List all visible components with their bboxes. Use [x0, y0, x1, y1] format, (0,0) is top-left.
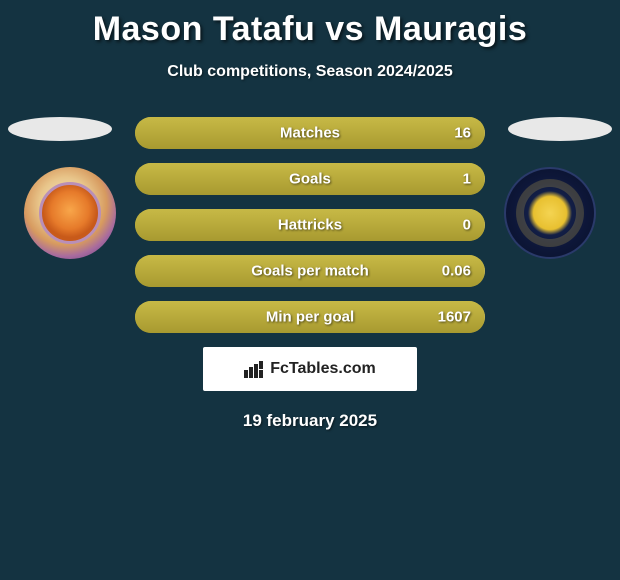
player-left-oval — [8, 117, 112, 141]
brand-text: FcTables.com — [270, 360, 376, 378]
club-badge-right — [504, 167, 596, 259]
stat-row-goals-per-match: Goals per match 0.06 — [135, 255, 485, 287]
stat-value: 1607 — [438, 309, 471, 326]
stat-row-hattricks: Hattricks 0 — [135, 209, 485, 241]
stats-list: Matches 16 Goals 1 Hattricks 0 Goals per… — [135, 117, 485, 333]
stat-label: Min per goal — [135, 309, 485, 326]
stat-label: Goals — [135, 171, 485, 188]
stat-label: Matches — [135, 125, 485, 142]
brand-box: FcTables.com — [203, 347, 417, 391]
stat-value: 0.06 — [442, 263, 471, 280]
stat-label: Goals per match — [135, 263, 485, 280]
stat-row-matches: Matches 16 — [135, 117, 485, 149]
date-text: 19 february 2025 — [0, 411, 620, 431]
stat-value: 0 — [463, 217, 471, 234]
stat-row-goals: Goals 1 — [135, 163, 485, 195]
stat-label: Hattricks — [135, 217, 485, 234]
page-title: Mason Tatafu vs Mauragis — [0, 0, 620, 49]
player-right-oval — [508, 117, 612, 141]
chart-icon — [244, 360, 266, 378]
stat-value: 1 — [463, 171, 471, 188]
club-badge-left — [24, 167, 116, 259]
stat-value: 16 — [454, 125, 471, 142]
stat-row-min-per-goal: Min per goal 1607 — [135, 301, 485, 333]
subtitle: Club competitions, Season 2024/2025 — [0, 63, 620, 81]
main-content: Matches 16 Goals 1 Hattricks 0 Goals per… — [0, 117, 620, 431]
